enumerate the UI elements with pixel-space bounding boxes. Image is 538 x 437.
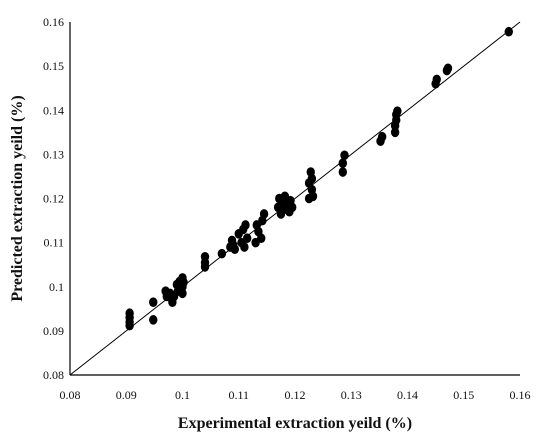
data-point (287, 202, 297, 213)
x-tick-label: 0.11 (228, 388, 249, 402)
x-tick-label: 0.09 (116, 388, 137, 402)
data-point (230, 244, 240, 255)
x-tick-label: 0.13 (341, 388, 362, 402)
y-tick-label: 0.08 (43, 368, 64, 382)
data-point (257, 233, 266, 244)
y-tick-label: 0.1 (49, 280, 64, 294)
x-tick-label: 0.14 (397, 388, 418, 402)
data-point (179, 277, 188, 288)
x-tick-label: 0.12 (285, 388, 306, 402)
data-point (443, 63, 453, 74)
data-point (242, 233, 252, 244)
x-tick-labels: 0.08 0.09 0.1 0.11 0.12 0.13 0.14 0.15 0.16 (60, 388, 531, 402)
data-point (340, 150, 349, 161)
y-tick-labels: 0.08 0.09 0.1 0.11 0.12 0.13 0.14 0.15 0.16 (43, 15, 64, 382)
data-point (308, 191, 318, 202)
data-point (241, 220, 250, 230)
data-point (217, 248, 227, 259)
data-point (200, 251, 210, 262)
data-point (377, 131, 387, 142)
data-points (125, 26, 513, 331)
y-axis-title: Predicted extraction yeild (%) (9, 95, 26, 301)
data-point (338, 167, 348, 177)
reference-line (69, 21, 521, 376)
data-point (338, 158, 348, 168)
data-point (149, 297, 158, 307)
y-tick-label: 0.15 (43, 59, 64, 73)
data-point (125, 320, 134, 331)
y-tick-label: 0.16 (43, 15, 64, 29)
data-point (200, 262, 210, 272)
x-axis-title: Experimental extraction yeild (%) (178, 415, 412, 432)
y-tick-label: 0.09 (43, 324, 64, 338)
y-tick-label: 0.14 (43, 103, 64, 117)
data-point (504, 26, 513, 37)
data-point (125, 308, 134, 319)
x-tick-label: 0.1 (175, 388, 190, 402)
x-tick-label: 0.08 (60, 388, 81, 402)
data-point (390, 127, 400, 138)
x-tick-label: 0.15 (453, 388, 474, 402)
data-point (393, 106, 402, 116)
data-point (307, 173, 317, 184)
data-point (259, 209, 269, 219)
y-tick-label: 0.13 (43, 147, 64, 161)
data-point (149, 315, 158, 325)
y-tick-label: 0.12 (43, 192, 64, 206)
data-point (178, 288, 187, 299)
data-point (432, 74, 441, 85)
x-tick-label: 0.16 (510, 388, 531, 402)
y-tick-label: 0.11 (43, 236, 64, 250)
data-point (240, 242, 249, 252)
